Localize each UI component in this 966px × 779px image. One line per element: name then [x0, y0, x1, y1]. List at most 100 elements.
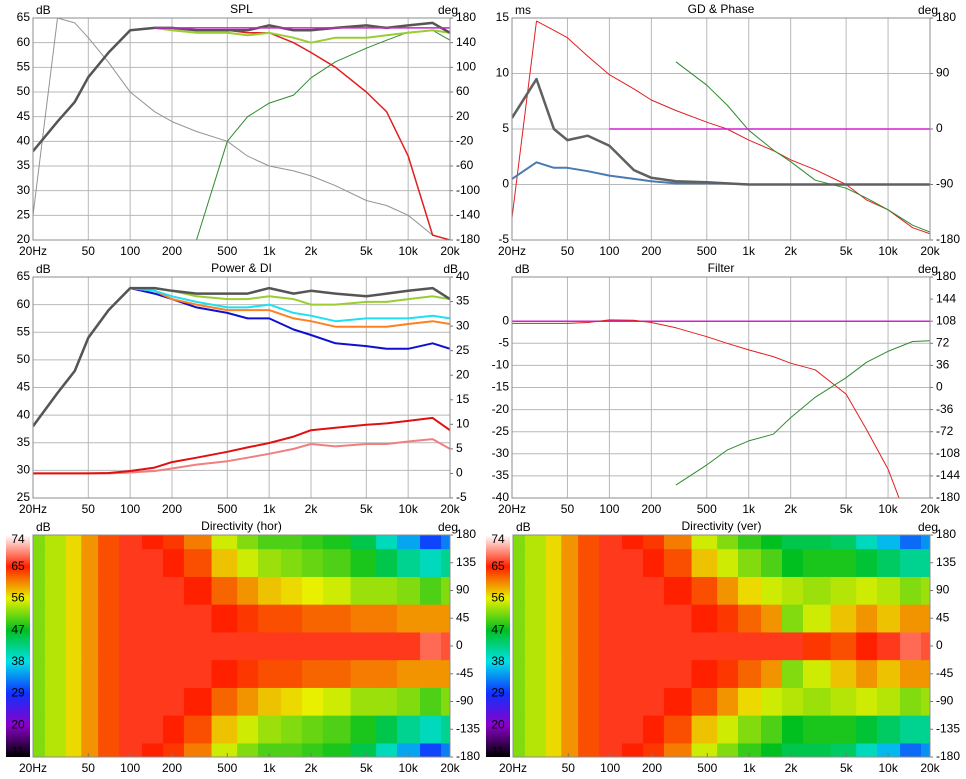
- y2-tick-label: 60: [456, 84, 470, 98]
- heat-cell: [900, 715, 922, 744]
- y2-tick-label: -180: [456, 749, 480, 763]
- x-tick-label: 200: [642, 761, 662, 775]
- x-tick-label: 100: [120, 244, 140, 258]
- heat-cell: [830, 576, 857, 605]
- heat-cell: [663, 548, 693, 577]
- heat-cell: [142, 548, 164, 577]
- x-tick-label: 2k: [784, 502, 798, 516]
- y2-axis-label: deg: [438, 520, 458, 534]
- heat-cell: [578, 576, 600, 605]
- heat-cell: [302, 742, 324, 757]
- heat-cell: [545, 742, 562, 757]
- series-line: [33, 18, 450, 240]
- heat-cell: [441, 631, 450, 661]
- plot-border: [32, 534, 451, 758]
- heat-cell: [119, 604, 143, 633]
- heat-cell: [397, 659, 421, 688]
- heat-cell: [350, 742, 377, 757]
- heat-cell: [524, 687, 547, 716]
- heat-cell: [44, 548, 67, 577]
- heat-cell: [441, 604, 450, 633]
- heat-cell: [561, 631, 579, 661]
- y2-tick-label: 0: [936, 638, 943, 652]
- heat-cell: [921, 576, 930, 605]
- heat-cell: [397, 604, 421, 633]
- y-tick-label: 60: [17, 35, 31, 49]
- x-tick-label: 5k: [840, 761, 854, 775]
- x-tick-label: 1k: [263, 761, 277, 775]
- colorbar: [6, 535, 30, 757]
- heat-cell: [33, 742, 46, 757]
- colorbar-tick-label: 38: [11, 654, 25, 668]
- heat-cell: [643, 576, 665, 605]
- y2-tick-label: 140: [456, 35, 476, 49]
- y-tick-label: 45: [17, 380, 31, 394]
- heat-cell: [397, 548, 421, 577]
- heat-cell: [761, 548, 783, 577]
- heat-cell: [142, 659, 164, 688]
- heat-cell: [856, 535, 878, 550]
- heat-cell: [578, 548, 600, 577]
- heat-cell: [561, 742, 579, 757]
- heat-cell: [281, 548, 303, 577]
- heat-cell: [211, 742, 238, 757]
- heat-cell: [376, 576, 398, 605]
- plot-area: [512, 277, 930, 498]
- heat-cell: [441, 687, 450, 716]
- x-tick-label: 500: [217, 502, 237, 516]
- heat-cell: [921, 659, 930, 688]
- x-tick-label: 20k: [440, 761, 460, 775]
- x-tick-label: 20k: [920, 761, 940, 775]
- heat-cell: [65, 535, 82, 550]
- y-axis-label: dB: [36, 520, 51, 534]
- plot-border: [512, 534, 931, 758]
- heat-cell: [877, 535, 901, 550]
- heat-cell: [802, 687, 832, 716]
- heat-cell: [622, 659, 644, 688]
- heat-cell: [578, 687, 600, 716]
- colorbar-tick-label: 65: [11, 559, 25, 573]
- heat-cell: [802, 742, 832, 757]
- heat-cell: [663, 715, 693, 744]
- y-tick-label: 55: [17, 324, 31, 338]
- heat-cell: [441, 548, 450, 577]
- x-tick-label: 1k: [263, 502, 277, 516]
- heat-cell: [599, 548, 623, 577]
- y-tick-label: -5: [498, 335, 509, 349]
- heat-cell: [782, 742, 804, 757]
- y2-tick-label: -140: [456, 208, 480, 222]
- y2-tick-label: 0: [456, 466, 463, 480]
- heat-cell: [350, 687, 377, 716]
- colorbar-tick-label: 56: [11, 591, 25, 605]
- heat-cell: [524, 742, 547, 757]
- heat-cell: [691, 631, 718, 661]
- heat-cell: [761, 631, 783, 661]
- y-tick-label: 50: [17, 84, 31, 98]
- y2-tick-label: -20: [456, 134, 474, 148]
- heat-cell: [802, 715, 832, 744]
- heat-cell: [81, 659, 99, 688]
- heat-cell: [183, 687, 213, 716]
- chart-title: Directivity (ver): [682, 519, 762, 533]
- y2-tick-label: 30: [456, 318, 470, 332]
- chart-title: Directivity (hor): [201, 519, 282, 533]
- heat-cell: [183, 715, 213, 744]
- y2-tick-label: 72: [936, 335, 950, 349]
- heat-cell: [599, 715, 623, 744]
- heat-cell: [350, 659, 377, 688]
- heat-cell: [761, 687, 783, 716]
- heat-cell: [691, 659, 718, 688]
- y2-tick-label: 20: [456, 367, 470, 381]
- x-tick-label: 2k: [305, 244, 319, 258]
- x-tick-label: 5k: [360, 761, 374, 775]
- heat-cell: [782, 659, 804, 688]
- heat-cell: [578, 659, 600, 688]
- heat-cell: [322, 548, 352, 577]
- series-line: [33, 286, 450, 427]
- heat-cell: [98, 715, 120, 744]
- heat-cell: [98, 687, 120, 716]
- y-tick-label: -25: [492, 424, 510, 438]
- x-tick-label: 1k: [742, 244, 756, 258]
- plot-area: [512, 18, 930, 240]
